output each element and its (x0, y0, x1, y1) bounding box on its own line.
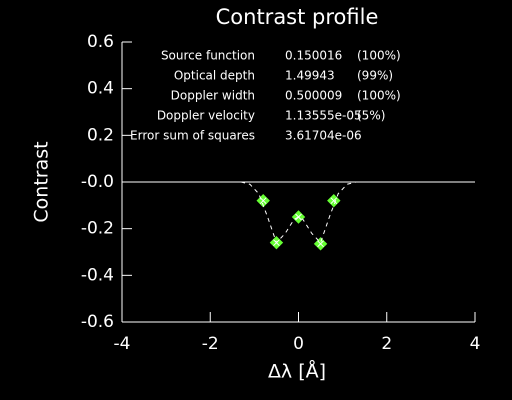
fit-table-cell: 3.61704e-06 (285, 129, 362, 143)
x-tick-label: 2 (381, 334, 392, 354)
fit-table-cell: (100%) (357, 49, 401, 63)
fit-table-cell: (5%) (357, 109, 385, 123)
x-tick-label: 0 (293, 334, 304, 354)
x-tick-label: -2 (202, 334, 219, 354)
y-tick-label: -0.6 (81, 312, 114, 332)
fit-table-cell: Error sum of squares (130, 129, 255, 143)
fit-table-cell: 1.13555e-05 (285, 109, 362, 123)
fit-table-cell: 0.150016 (285, 49, 342, 63)
fit-table-cell: 1.49943 (285, 69, 335, 83)
fit-curve (241, 181, 356, 244)
fit-table-cell: Doppler width (171, 89, 255, 103)
fit-table-cell: (99%) (357, 69, 393, 83)
data-point (291, 210, 306, 224)
fit-table-cell: Source function (161, 49, 255, 63)
y-tick-label: -0.2 (81, 219, 114, 239)
y-tick-label: 0.6 (87, 32, 114, 52)
fit-table-cell: Doppler velocity (157, 109, 255, 123)
y-tick-label: -0.0 (81, 172, 114, 192)
fit-table-cell: 0.500009 (285, 89, 342, 103)
x-tick-label: -4 (114, 334, 131, 354)
y-tick-label: 0.4 (87, 79, 114, 99)
marker-part (295, 213, 302, 221)
fit-table-cell: (100%) (357, 89, 401, 103)
fit-table-cell: Optical depth (174, 69, 255, 83)
marker-part (330, 197, 338, 205)
y-tick-label: 0.2 (87, 125, 114, 145)
y-axis-label: Contrast (31, 141, 53, 222)
x-axis-label: Δλ [Å] (268, 360, 326, 383)
marker-part (317, 240, 324, 248)
data-point (313, 237, 328, 251)
data-point (327, 193, 341, 208)
chart-title: Contrast profile (216, 5, 379, 29)
x-tick-label: 4 (470, 334, 481, 354)
y-tick-label: -0.4 (81, 265, 114, 285)
